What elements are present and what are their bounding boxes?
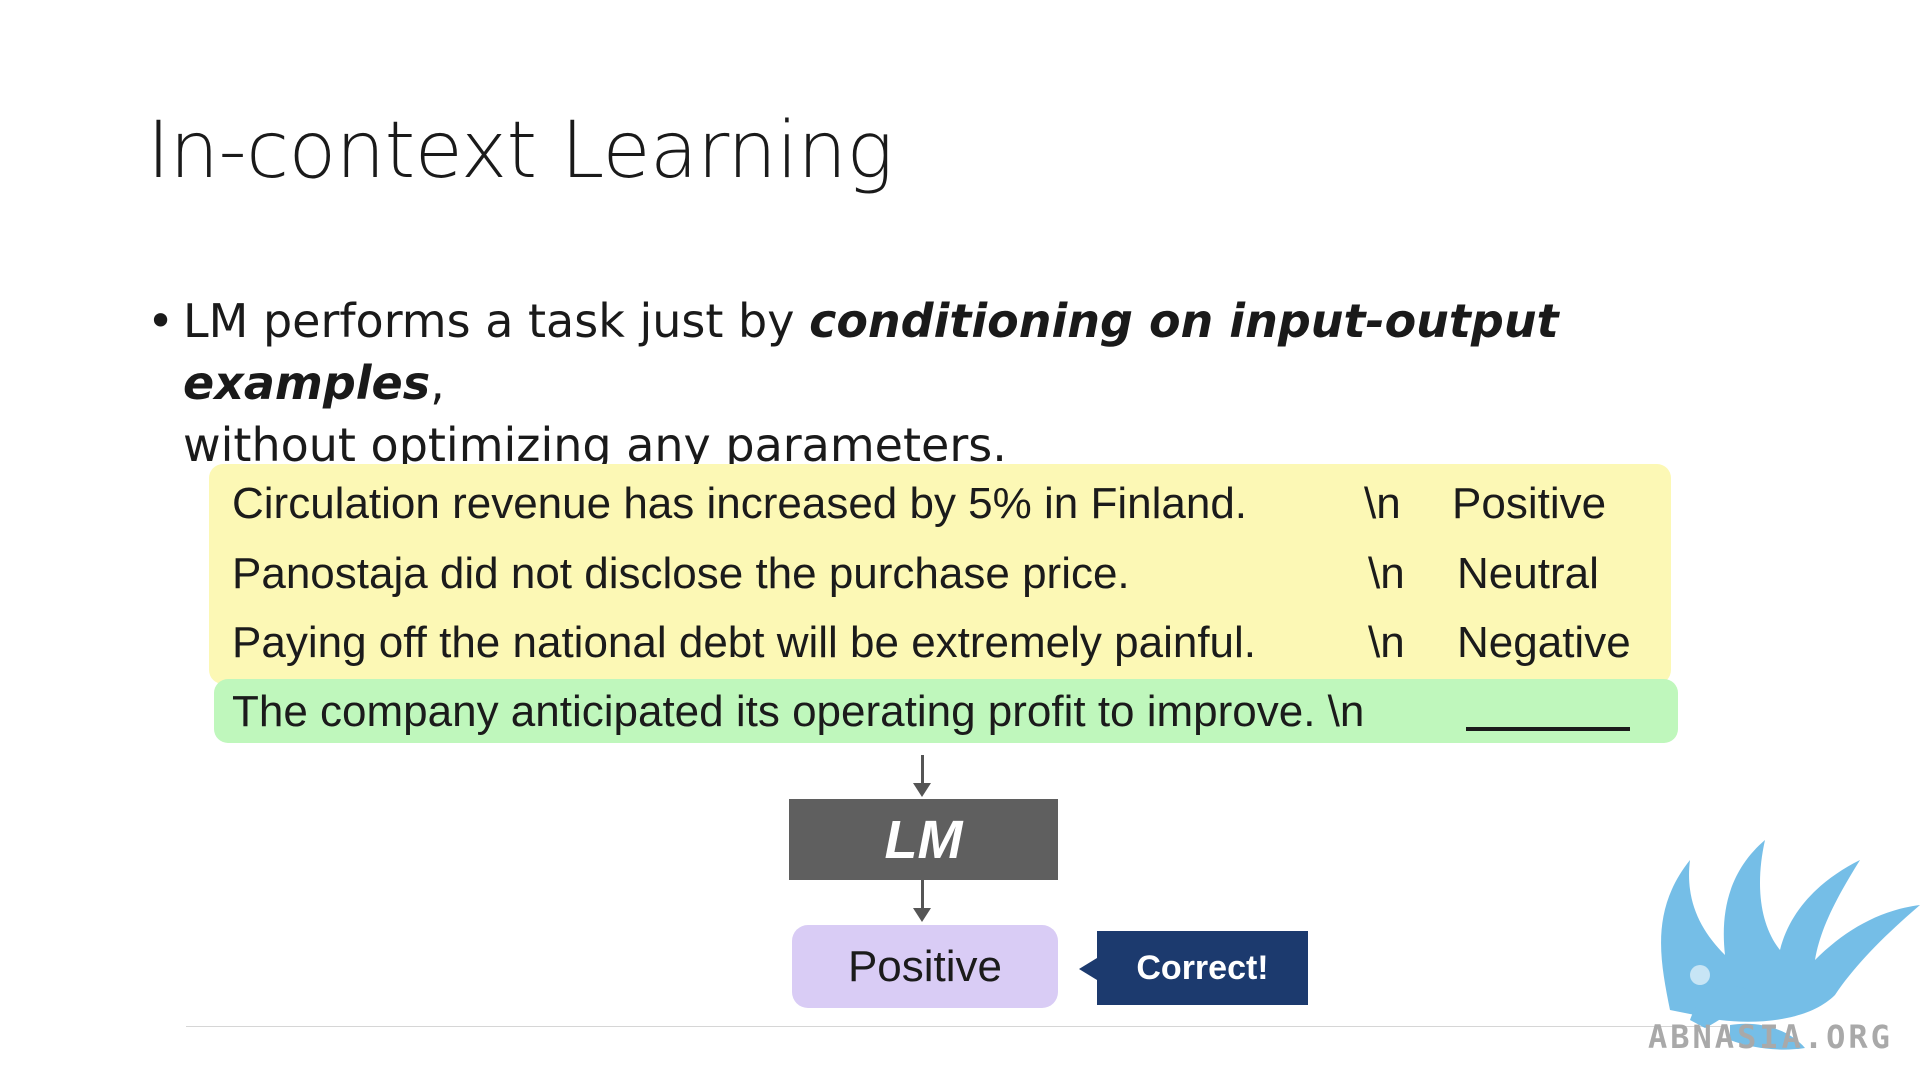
bullet-text-line2: without optimizing any parameters.	[183, 418, 1007, 472]
bullet-text-before: LM performs a task just by	[183, 294, 810, 348]
example-row: Circulation revenue has increased by 5% …	[232, 479, 1606, 528]
arrow-shaft	[921, 755, 924, 785]
example-text: Panostaja did not disclose the purchase …	[232, 549, 1130, 598]
example-separator: \n	[1368, 549, 1405, 598]
correct-callout: Correct!	[1097, 931, 1308, 1005]
bullet-text-after: ,	[430, 356, 445, 410]
example-separator: \n	[1364, 479, 1401, 528]
bullet-text: LM performs a task just by conditioning …	[183, 290, 1747, 476]
example-label: Negative	[1457, 618, 1631, 667]
slide-title: In-context Learning	[147, 106, 893, 196]
example-separator: \n	[1368, 618, 1405, 667]
bullet-emphasis: conditioning on input-output examples	[183, 294, 1559, 410]
answer-blank	[1466, 727, 1630, 731]
example-row: Panostaja did not disclose the purchase …	[232, 549, 1599, 598]
query-box	[214, 679, 1678, 743]
bullet-point: • LM performs a task just by conditionin…	[147, 290, 1747, 476]
griffin-logo-icon	[1661, 840, 1920, 1050]
example-text: Paying off the national debt will be ext…	[232, 618, 1257, 667]
arrow-down-icon	[913, 908, 931, 922]
arrow-shaft	[921, 880, 924, 910]
query-text: The company anticipated its operating pr…	[232, 687, 1365, 736]
output-box: Positive	[792, 925, 1058, 1008]
examples-box	[209, 464, 1671, 684]
example-label: Positive	[1452, 479, 1607, 528]
example-text: Circulation revenue has increased by 5% …	[232, 479, 1248, 528]
callout-pointer-icon	[1079, 958, 1097, 980]
query-row: The company anticipated its operating pr…	[232, 690, 1364, 734]
arrow-down-icon	[913, 783, 931, 797]
bullet-marker: •	[147, 294, 175, 348]
footer-divider	[186, 1026, 1726, 1027]
example-label: Neutral	[1457, 549, 1599, 598]
example-row: Paying off the national debt will be ext…	[232, 618, 1631, 667]
lm-box: LM	[789, 799, 1058, 880]
watermark-text: ABNASIA.ORG	[1648, 1018, 1893, 1056]
